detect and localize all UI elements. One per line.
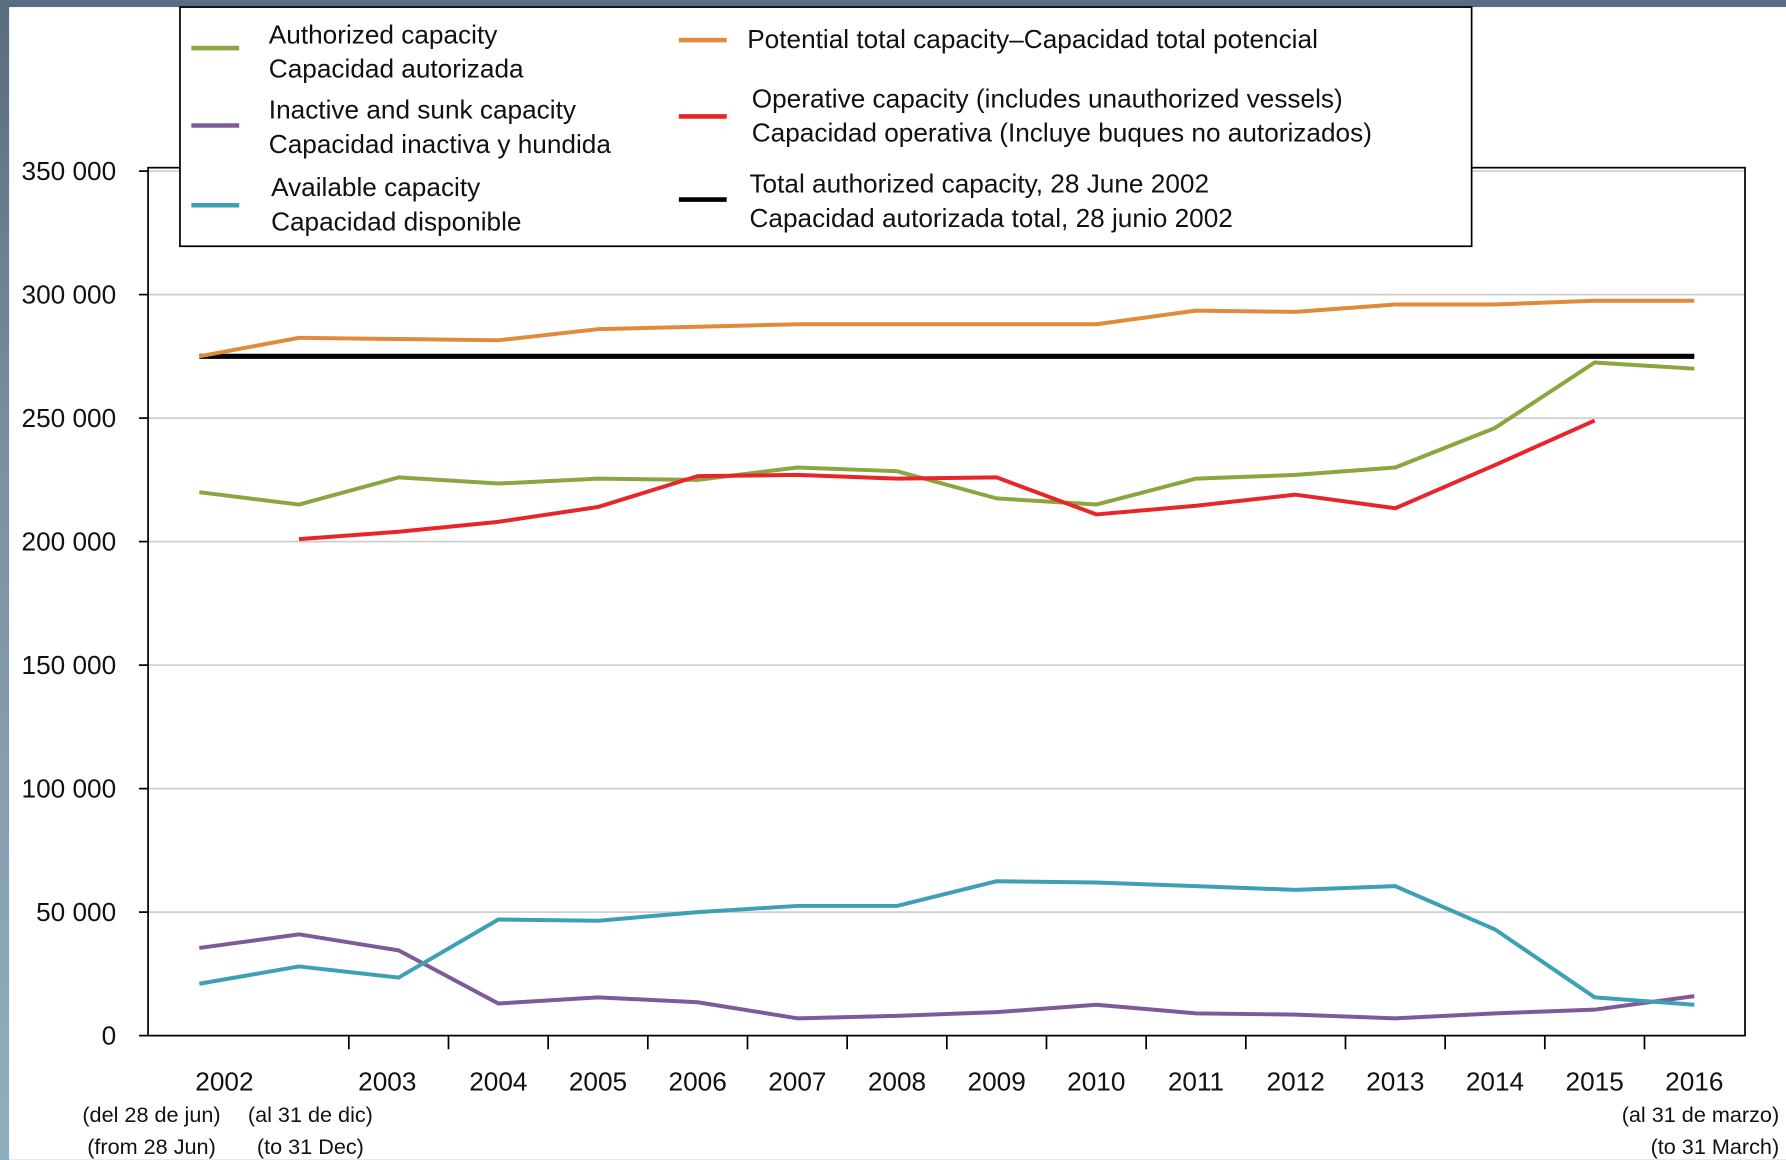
- x-tick-label: 2007: [768, 1066, 826, 1096]
- x-sublabel: (del 28 de jun): [82, 1102, 220, 1127]
- x-tick-label: 2004: [469, 1066, 527, 1096]
- x-sublabel: (to 31 Dec): [257, 1134, 364, 1159]
- x-sublabel: (al 31 de dic): [248, 1102, 373, 1127]
- legend-label: Authorized capacity Capacidad autorizada: [269, 20, 524, 84]
- legend-label: Inactive and sunk capacity Capacidad inac…: [269, 95, 612, 159]
- plot-area: [198, 298, 1695, 1021]
- legend: Authorized capacity Capacidad autorizada I…: [179, 6, 1473, 248]
- y-tick-label: 200 000: [22, 527, 117, 557]
- x-sublabel: (from 28 Jun): [87, 1134, 216, 1159]
- x-tick-label: 2014: [1466, 1066, 1524, 1096]
- x-tick-label: 2003: [358, 1066, 416, 1096]
- x-sublabel: (al 31 de marzo): [1622, 1102, 1779, 1127]
- x-tick-label: 2002: [195, 1066, 253, 1096]
- x-tick-label: 2006: [669, 1066, 727, 1096]
- x-tick-label: 2013: [1366, 1066, 1424, 1096]
- x-tick-label: 2008: [868, 1066, 926, 1096]
- series-line: [199, 932, 1695, 1021]
- legend-box: [179, 6, 1473, 248]
- x-sublabel: (to 31 March): [1651, 1134, 1780, 1159]
- series-line: [199, 360, 1695, 507]
- legend-label: Total authorized capacity, 28 June 2002 C…: [749, 169, 1232, 233]
- series-line: [198, 879, 1695, 1007]
- x-tick-label: 2010: [1067, 1066, 1125, 1096]
- y-tick-label: 250 000: [22, 403, 117, 433]
- x-tick-label: 2011: [1168, 1066, 1224, 1096]
- axes: 0 50 000 100 000 150 000 200 000 250 000 300 0…: [22, 156, 1780, 1159]
- legend-label: Available capacity Capacidad disponible: [271, 172, 521, 236]
- y-tick-label: 0: [102, 1021, 117, 1051]
- y-tick-label: 50 000: [36, 897, 116, 927]
- y-tick-label: 100 000: [22, 774, 117, 804]
- y-tick-label: 350 000: [22, 156, 117, 186]
- y-tick-label: 300 000: [22, 280, 117, 310]
- legend-label: Operative capacity (includes unauthorize…: [752, 83, 1372, 147]
- series-line: [198, 298, 1695, 359]
- x-tick-label: 2012: [1267, 1066, 1325, 1096]
- y-tick-label: 150 000: [22, 650, 117, 680]
- legend-label: Potential total capacity–Capacidad total…: [747, 24, 1318, 54]
- x-tick-label: 2015: [1566, 1066, 1624, 1096]
- x-tick-label: 2016: [1665, 1066, 1723, 1096]
- x-tick-label: 2009: [968, 1066, 1026, 1096]
- x-tick-label: 2005: [569, 1066, 627, 1096]
- series-line: [298, 418, 1596, 542]
